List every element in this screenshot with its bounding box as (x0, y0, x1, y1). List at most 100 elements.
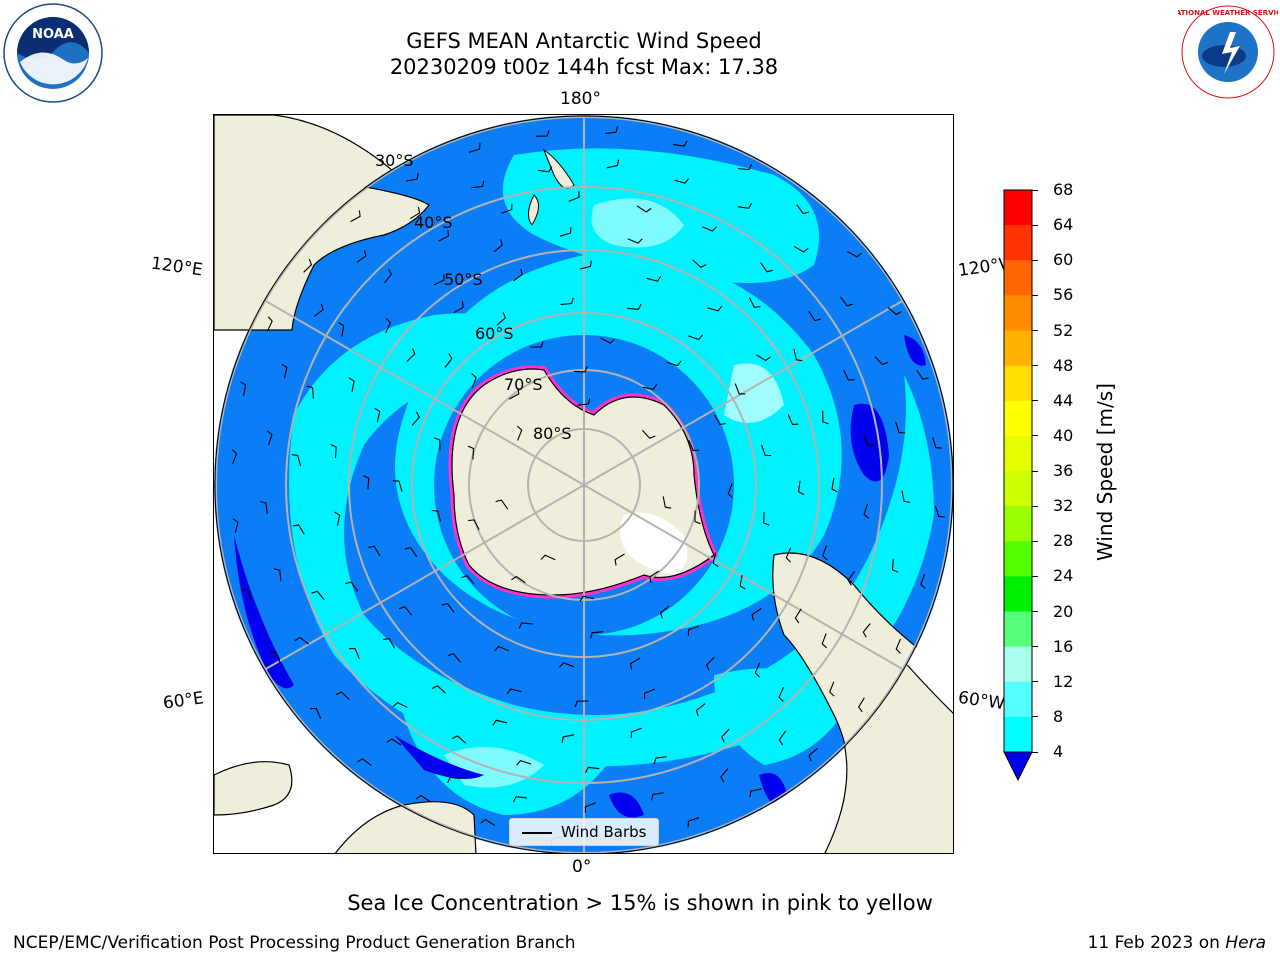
wind-barb (720, 768, 729, 783)
wind-barb (267, 316, 273, 332)
wind-barb (600, 337, 616, 344)
wind-barb (695, 703, 706, 717)
wind-barb (895, 421, 906, 434)
credit-date-text: 11 Feb 2023 on (1087, 933, 1226, 953)
wind-barb (231, 449, 238, 465)
wind-barb (584, 802, 596, 813)
credit-machine: Hera (1225, 933, 1266, 953)
wind-barb (920, 574, 926, 589)
wind-barb (516, 759, 532, 766)
wind-barb (404, 547, 418, 558)
wind-barb (785, 547, 792, 563)
wind-barb (646, 275, 662, 282)
wind-barb (461, 575, 475, 585)
colorbar-bin (1004, 506, 1032, 542)
wind-barb (471, 373, 477, 389)
credit-date: 11 Feb 2023 on Hera (1088, 933, 1266, 953)
wind-barb (574, 700, 589, 708)
wind-barb (808, 310, 821, 322)
noaa-logo: NOAA (2, 2, 104, 104)
chart-subtitle: 20230209 t00z 144h fcst Max: 17.38 (389, 55, 779, 79)
colorbar-tick-label: 40 (1053, 425, 1074, 445)
colorbar-tick-mark (1032, 435, 1038, 437)
wind-barb (480, 818, 496, 826)
wind-barb (468, 143, 481, 153)
wind-barb (916, 369, 929, 380)
wind-barb (858, 697, 865, 713)
wind-barb (240, 381, 247, 396)
wind-barb (713, 414, 726, 426)
wind-barb (512, 268, 523, 282)
wind-barb (761, 444, 772, 457)
legend-line-swatch (522, 832, 552, 834)
colorbar-tick-label: 12 (1053, 671, 1074, 691)
wind-barb (536, 130, 550, 137)
colorbar-tick-label: 68 (1053, 180, 1074, 199)
wind-barb (512, 796, 528, 803)
wind-barb (754, 662, 761, 678)
lat-label-40s: 40°S (414, 213, 453, 232)
wind-barb (392, 480, 403, 492)
wind-barb (438, 229, 450, 242)
credit-organization: NCEP/EMC/Verification Post Processing Pr… (13, 933, 576, 953)
lat-label-80s: 80°S (533, 424, 572, 443)
lat-label-70s: 70°S (504, 375, 543, 394)
wind-barb (778, 686, 785, 702)
wind-barb (306, 385, 314, 399)
lat-label-50s: 50°S (444, 270, 483, 289)
wind-barb (659, 605, 670, 619)
wind-barb (642, 384, 658, 391)
colorbar-tick-label: 28 (1053, 531, 1074, 551)
wind-barb (831, 477, 838, 493)
wind-barb (441, 602, 455, 613)
wind-barb (840, 296, 853, 307)
wind-barb (847, 251, 862, 258)
wind-barb (334, 511, 341, 527)
colorbar-tick-label: 4 (1053, 742, 1064, 761)
wind-barb (895, 638, 902, 654)
svg-text:NOAA: NOAA (32, 27, 74, 42)
wind-barb (492, 719, 508, 726)
colorbar-tick-mark (1032, 540, 1038, 542)
colorbar-swatches (1003, 189, 1033, 782)
wind-barb (374, 407, 381, 423)
wind-barb (266, 430, 273, 446)
wind-barb (259, 500, 268, 514)
wind-barb (494, 645, 510, 652)
wind-barb (579, 595, 595, 602)
wind-barb (338, 322, 345, 337)
wind-barb (384, 268, 393, 284)
wind-barb (749, 788, 762, 798)
wind-barb (808, 747, 818, 762)
wind-barb (712, 552, 719, 568)
lon-label-60w: 60°W (956, 687, 1007, 715)
wind-barb (392, 701, 408, 708)
wind-barb (734, 383, 746, 395)
colorbar-tick-mark (1032, 294, 1038, 296)
wind-barb (643, 688, 655, 700)
wind-barb (493, 239, 503, 253)
wind-barb (606, 159, 620, 169)
wind-barb (433, 274, 445, 286)
wind-barb (518, 622, 533, 629)
wind-barb (887, 306, 902, 316)
colorbar-tick-mark (1032, 681, 1038, 683)
wind-barb (357, 758, 372, 766)
wind-barb (636, 205, 652, 213)
lon-label-120e: 120°E (149, 253, 204, 281)
wind-barb (702, 226, 717, 232)
wind-barb (653, 756, 667, 765)
wind-barb (649, 570, 660, 583)
wind-barb (705, 656, 715, 671)
wind-barb (614, 553, 625, 566)
wind-barb (291, 454, 302, 467)
wind-barb (707, 305, 723, 312)
wind-barb (778, 730, 787, 746)
wind-barb (573, 366, 588, 373)
wind-barb (787, 414, 799, 425)
wind-barb (874, 356, 889, 366)
colorbar-bin (1004, 681, 1032, 718)
colorbar-bin (1004, 611, 1032, 648)
wind-barb (356, 249, 367, 263)
wind-barb (739, 574, 746, 590)
